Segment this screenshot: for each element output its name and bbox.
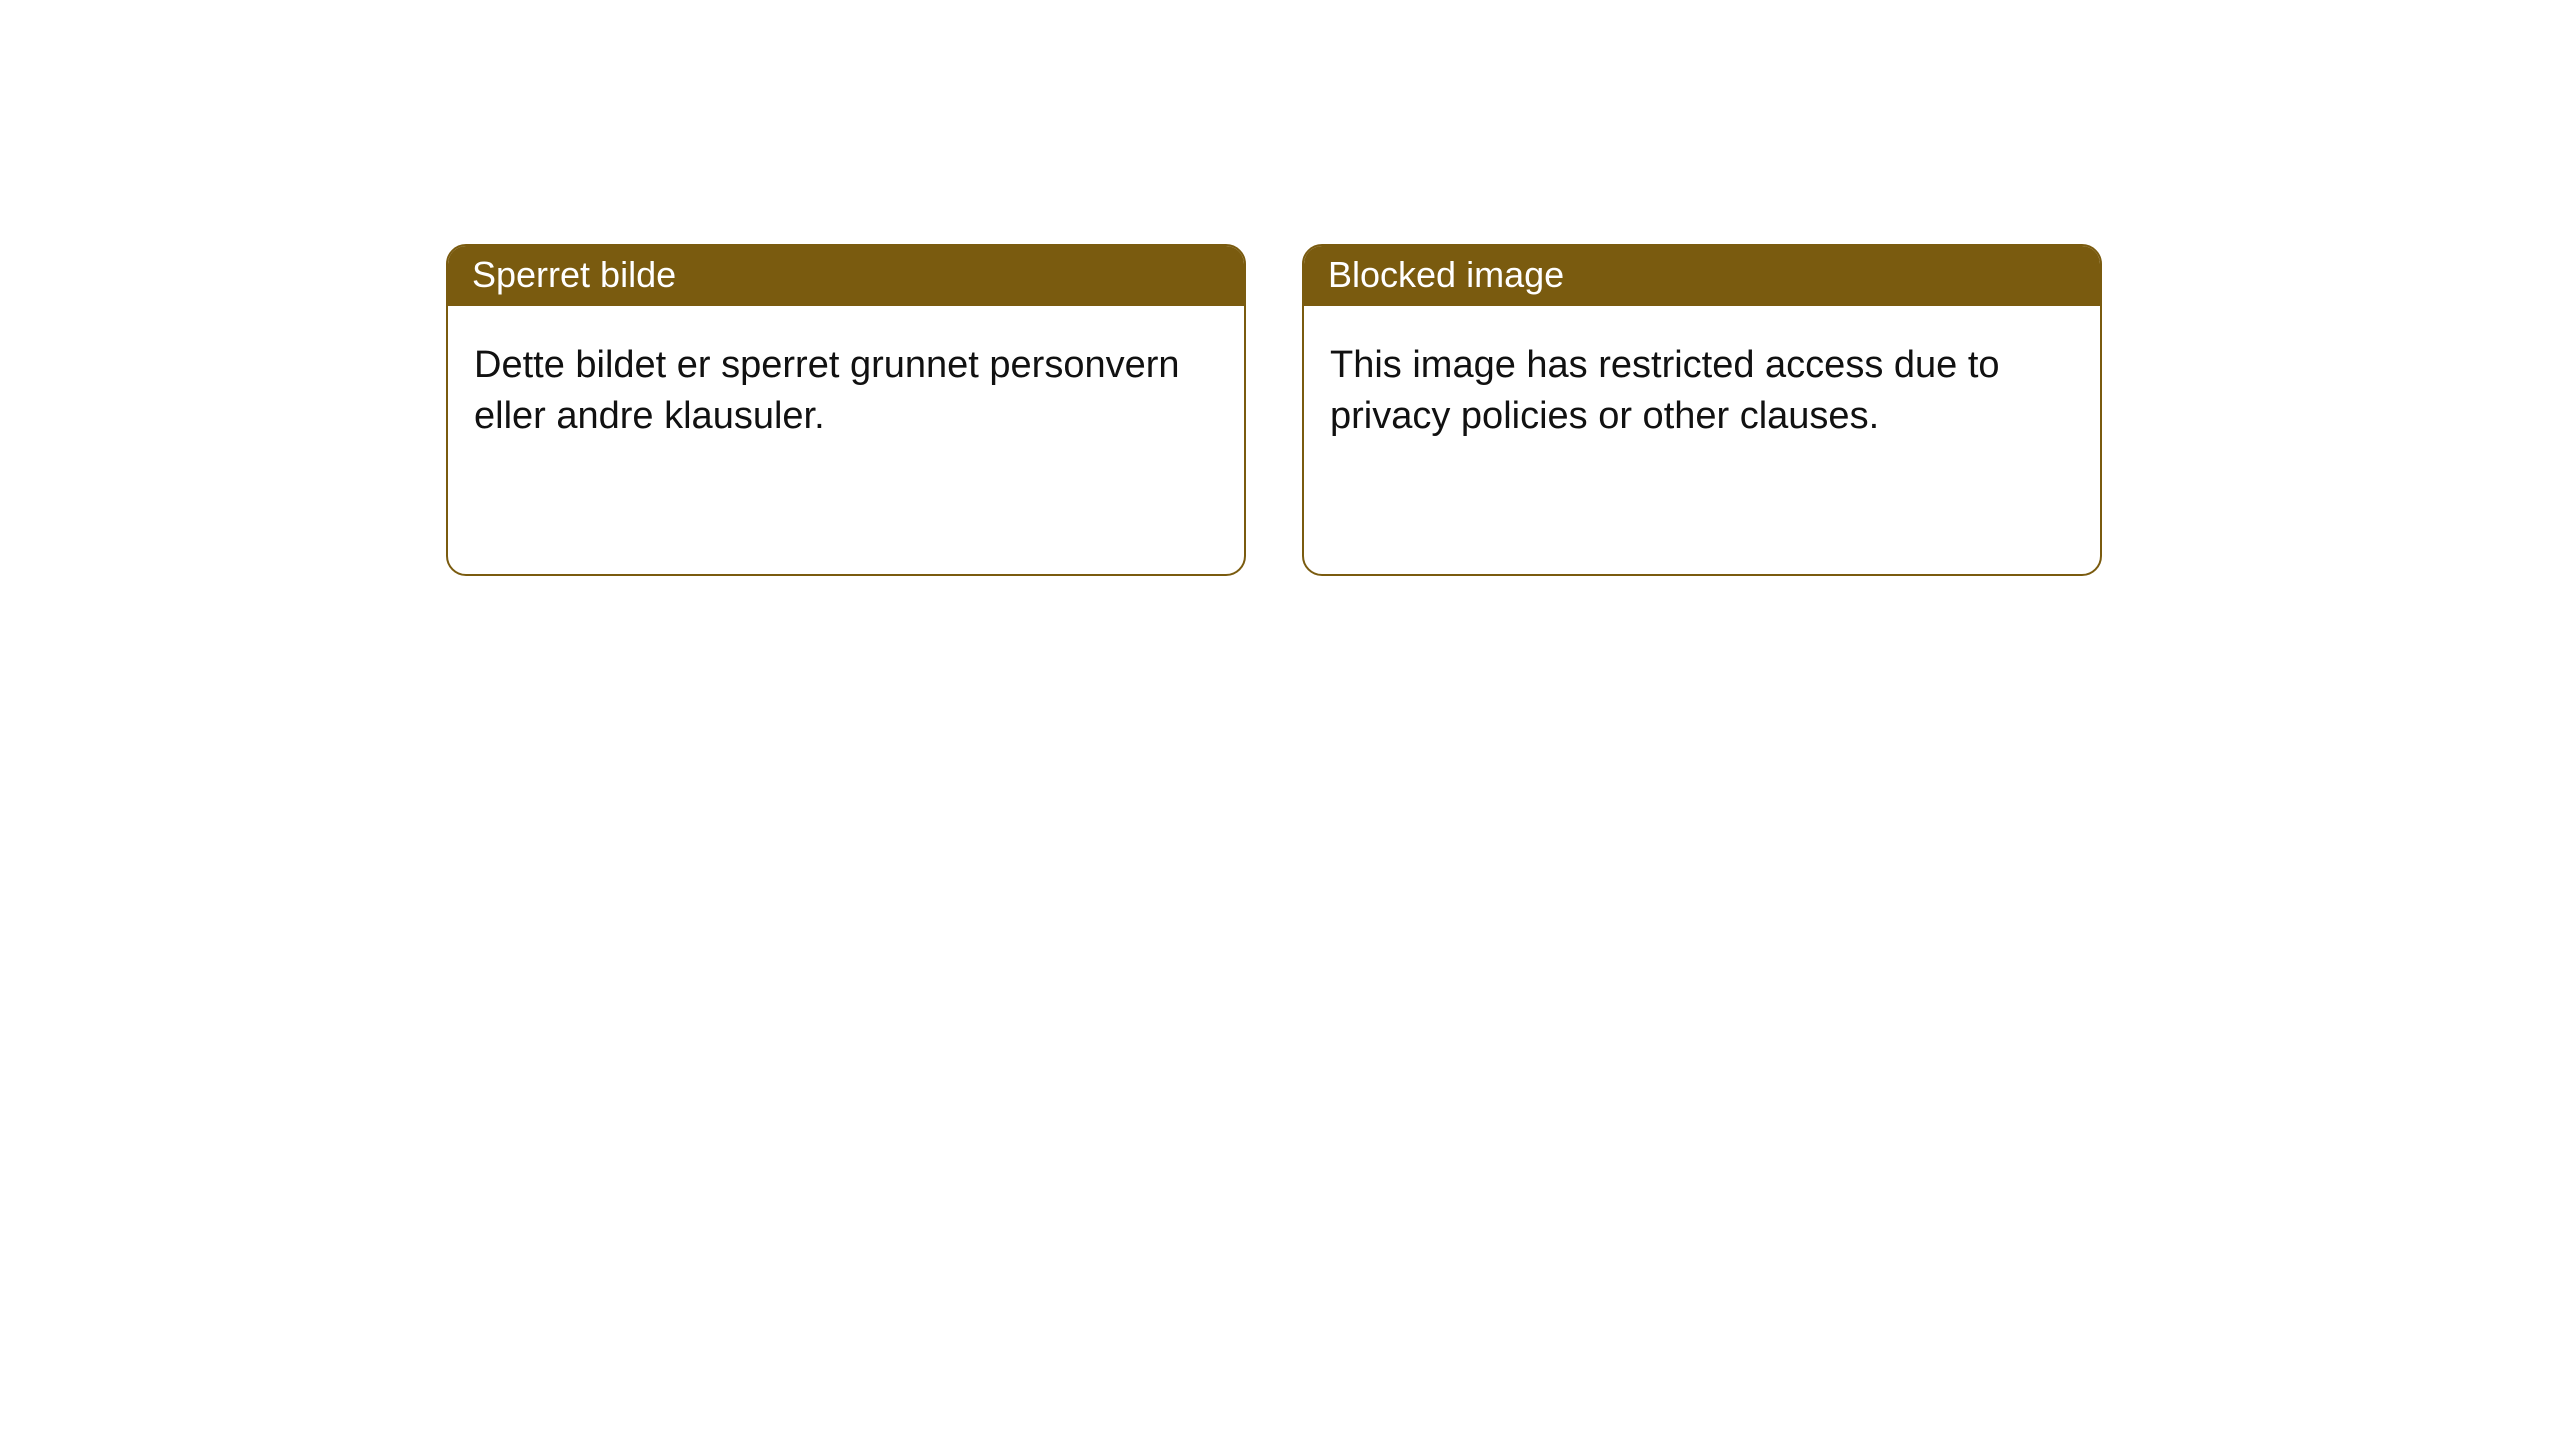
card-body: Dette bildet er sperret grunnet personve…	[448, 306, 1244, 477]
card-title: Sperret bilde	[472, 254, 676, 295]
card-body: This image has restricted access due to …	[1304, 306, 2100, 477]
blocked-image-card-en: Blocked image This image has restricted …	[1302, 244, 2102, 576]
card-header: Blocked image	[1304, 246, 2100, 306]
card-title: Blocked image	[1328, 254, 1564, 295]
card-message: Dette bildet er sperret grunnet personve…	[474, 344, 1180, 437]
card-header: Sperret bilde	[448, 246, 1244, 306]
notice-container: Sperret bilde Dette bildet er sperret gr…	[0, 0, 2560, 576]
card-message: This image has restricted access due to …	[1330, 344, 2000, 437]
blocked-image-card-no: Sperret bilde Dette bildet er sperret gr…	[446, 244, 1246, 576]
